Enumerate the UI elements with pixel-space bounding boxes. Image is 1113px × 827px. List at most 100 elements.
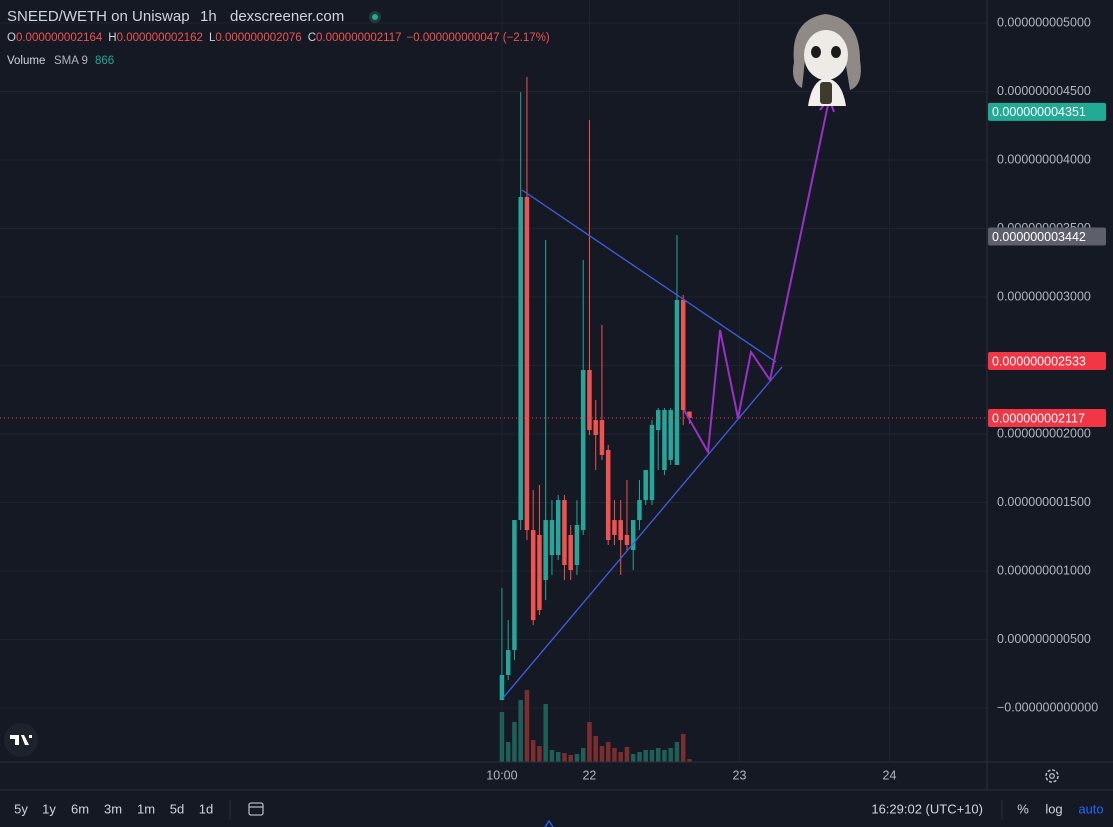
y-tick-label: 0.000000001500 [997,495,1091,509]
range-button[interactable]: 1d [199,801,213,816]
volume-bar [655,748,661,762]
y-tick-label: 0.000000001000 [997,563,1091,577]
volume-bar [580,748,586,762]
volume-bar [537,746,542,762]
ohlc-value: 0.000000002117 [316,32,402,44]
candle-body [568,534,573,571]
scroll-arrow [544,819,554,827]
ohlc-key: C [308,32,316,44]
x-tick-label: 22 [582,768,596,782]
candle-body [680,300,686,411]
candle-body [662,410,667,471]
y-tick-label: 0.000000002000 [997,426,1091,440]
candle-body [530,530,536,621]
price-badge-label: 0.000000003442 [992,230,1086,244]
price-badge-label: 0.000000002533 [992,354,1086,368]
price-badge-label: 0.000000002117 [992,411,1085,425]
price-badge-label: 0.000000004351 [992,105,1086,119]
range-button[interactable]: 3m [104,801,122,816]
volume-bar [643,750,648,762]
range-button[interactable]: 1m [137,801,155,816]
candle-body [555,500,561,555]
range-button[interactable]: 6m [71,801,89,816]
candle-body [605,450,611,541]
candle-body [499,675,505,701]
candle-body [674,300,680,465]
price-badge [988,408,1106,427]
price-badge [988,102,1106,121]
volume-bar [593,736,598,762]
trend-line [502,366,783,699]
scale-option[interactable]: auto [1078,801,1103,816]
volume-bar [674,742,680,762]
volume-bar [549,750,555,762]
candle-body [587,370,592,431]
y-tick-label: 0.000000004500 [997,84,1091,98]
candle-body [643,470,648,501]
sticker [793,14,861,106]
candle-body [574,524,580,565]
marks-layer [0,76,987,762]
volume-bar [555,752,561,762]
y-tick-label: 0.000000004000 [997,152,1091,166]
price-badge [988,351,1106,370]
projection-path [683,99,830,456]
volume-bar [599,746,605,762]
scale-option[interactable]: log [1045,801,1062,816]
candle-body [537,534,542,611]
volume-bar [518,700,523,762]
calendar-icon[interactable] [248,802,264,816]
volume-bar [505,742,511,762]
volume-bar [680,734,686,762]
candle-body [562,500,567,565]
sma-value: 866 [95,55,114,67]
y-tick-label: −0.000000000000 [997,700,1098,714]
ohlc-value: 0.000000002162 [117,32,203,44]
candle-body [618,520,623,541]
range-button[interactable]: 5y [14,801,28,816]
candle-body [524,197,530,531]
ohlc-legend: O0.000000002164 H0.000000002162 L0.0000000… [7,32,550,44]
candle-body [624,534,630,545]
toolbar: 5y 1y 6m 3m 1m 5d 1d 16:29:02 (UTC+10)% log auto [14,801,1104,816]
range-button[interactable]: 5d [170,801,184,816]
ohlc-value: 0.000000002164 [16,32,103,44]
volume-bar [605,742,611,762]
volume-bar [499,712,505,762]
candle-body [599,420,605,455]
volume-bar [512,722,517,762]
settings-icon[interactable] [1045,769,1059,783]
x-tick-label: 24 [883,768,897,782]
volume-label: Volume [7,55,45,67]
volume-bar [568,755,573,762]
candle-body [612,520,617,535]
volume-bar [687,759,692,762]
status-dot [372,14,378,20]
ohlc-change: −0.000000000047 (−2.17%) [407,32,550,44]
candle-body [637,500,642,521]
volume-bar [668,748,673,762]
ohlc-key: O [7,32,16,44]
tv-logo [4,723,38,757]
scale-option[interactable]: % [1017,801,1029,816]
range-button[interactable]: 1y [42,801,56,816]
ohlc-value: 0.000000002076 [215,32,301,44]
clock: 16:29:02 (UTC+10) [871,801,983,816]
candle-body [512,520,517,651]
candle-body [549,520,555,555]
y-tick-label: 0.000000000500 [997,632,1091,646]
y-tick-label: 0.000000005000 [997,15,1091,29]
interval: 1h [200,8,217,25]
volume-bar [562,753,567,762]
candle-body [687,411,692,418]
candle-body [505,650,511,676]
volume-bar [649,750,655,762]
volume-bar [662,750,667,762]
volume-bar [530,740,536,762]
sma-label: SMA 9 [54,55,88,67]
candle-body [580,370,586,531]
source: dexscreener.com [230,8,344,25]
ohlc-key: H [108,32,116,44]
price-badge [988,227,1106,246]
